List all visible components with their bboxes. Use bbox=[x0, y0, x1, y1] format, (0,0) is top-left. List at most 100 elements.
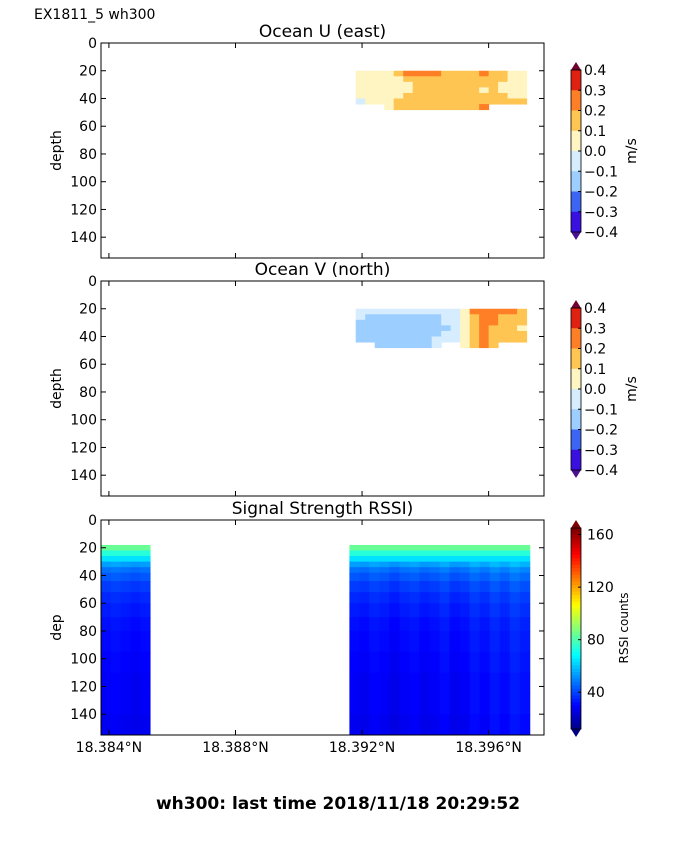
data-cell bbox=[379, 592, 390, 604]
colorbar-segment bbox=[571, 692, 581, 696]
data-cell bbox=[393, 342, 404, 349]
colorbar-segment bbox=[571, 554, 581, 559]
y-tick-label: 40 bbox=[79, 329, 97, 345]
data-cell bbox=[349, 693, 360, 715]
data-cell bbox=[409, 672, 421, 694]
colorbar-segment bbox=[571, 631, 581, 636]
data-cell bbox=[439, 714, 451, 735]
data-cell bbox=[403, 319, 414, 326]
data-cell bbox=[140, 630, 151, 653]
data-cell bbox=[519, 714, 531, 735]
data-cell bbox=[349, 714, 360, 735]
data-cell bbox=[429, 630, 441, 653]
data-cell bbox=[349, 572, 360, 582]
data-cell bbox=[469, 651, 481, 674]
colorbar-segment bbox=[571, 685, 581, 690]
data-cell bbox=[369, 544, 380, 552]
data-cell bbox=[409, 567, 421, 574]
data-cell bbox=[422, 104, 433, 111]
colorbar-frame bbox=[570, 527, 582, 730]
data-cell bbox=[389, 561, 400, 568]
y-axis-label: depth bbox=[49, 130, 65, 171]
colorbar-segment bbox=[571, 715, 581, 720]
colorbar-segment bbox=[571, 635, 581, 640]
colorbar-segment bbox=[571, 564, 581, 569]
data-cell bbox=[419, 556, 431, 563]
data-cell bbox=[519, 567, 531, 574]
data-cell bbox=[498, 92, 509, 99]
data-cell bbox=[441, 330, 452, 337]
colorbar-segment bbox=[571, 348, 581, 370]
data-cell bbox=[450, 76, 461, 83]
data-cell bbox=[460, 336, 471, 343]
data-cell bbox=[389, 617, 400, 632]
data-cell bbox=[355, 98, 366, 105]
data-cell bbox=[507, 70, 518, 77]
data-cell bbox=[519, 581, 531, 593]
data-cell bbox=[384, 330, 395, 337]
data-cell bbox=[412, 319, 423, 326]
data-cell bbox=[439, 617, 451, 632]
colorbar-label: m/s bbox=[624, 376, 640, 402]
data-cell bbox=[101, 693, 112, 715]
data-cell bbox=[374, 342, 385, 349]
y-tick-label: 120 bbox=[70, 202, 97, 218]
colorbar-segment bbox=[571, 90, 581, 111]
data-cell bbox=[519, 672, 531, 694]
data-cell bbox=[399, 651, 411, 674]
data-cell bbox=[431, 330, 442, 337]
y-tick-label: 0 bbox=[88, 274, 97, 290]
colorbar-tick-label: 0.2 bbox=[584, 342, 606, 358]
data-cell bbox=[403, 76, 414, 83]
colorbar-segment bbox=[571, 668, 581, 673]
data-cell bbox=[374, 81, 385, 88]
data-cell bbox=[359, 630, 370, 653]
data-cell bbox=[409, 617, 421, 632]
data-cell bbox=[374, 70, 385, 77]
data-cell bbox=[489, 567, 501, 574]
data-cell bbox=[120, 592, 131, 604]
panel-2: 0 20 40 60 80 100 120 140 Ocean V (north) depth 0.… bbox=[49, 260, 640, 497]
data-cell bbox=[389, 581, 400, 593]
colorbar-segment bbox=[571, 591, 581, 596]
data-cell bbox=[384, 104, 395, 111]
data-cell bbox=[509, 630, 521, 653]
colorbar-tick-label: 0.1 bbox=[584, 362, 606, 378]
colorbar-segment bbox=[571, 725, 581, 730]
data-cell bbox=[349, 556, 360, 563]
data-cell bbox=[389, 556, 400, 563]
data-cell bbox=[369, 617, 380, 632]
data-cell bbox=[439, 672, 451, 694]
data-cell bbox=[355, 87, 366, 94]
data-cell bbox=[412, 87, 423, 94]
data-cell bbox=[130, 603, 141, 618]
data-cell bbox=[479, 70, 490, 77]
data-cell bbox=[399, 556, 411, 563]
data-cell bbox=[120, 672, 131, 694]
data-cell bbox=[469, 544, 481, 552]
data-cell bbox=[459, 630, 471, 653]
data-cell bbox=[409, 581, 421, 593]
data-cell bbox=[369, 651, 380, 674]
data-cell bbox=[393, 70, 404, 77]
data-cell bbox=[469, 550, 481, 557]
data-cell bbox=[459, 556, 471, 563]
colorbar-segment bbox=[571, 641, 581, 646]
colorbar-segment bbox=[571, 638, 581, 643]
data-cell bbox=[422, 76, 433, 83]
data-cell bbox=[431, 81, 442, 88]
data-cell bbox=[460, 325, 471, 332]
data-cell bbox=[441, 92, 452, 99]
colorbar-segment bbox=[571, 541, 581, 546]
colorbar-segment bbox=[571, 449, 581, 471]
data-cell bbox=[130, 592, 141, 604]
data-cell bbox=[120, 693, 131, 715]
data-cell bbox=[384, 336, 395, 343]
data-cell bbox=[393, 98, 404, 105]
data-cell bbox=[399, 572, 411, 582]
data-cell bbox=[459, 617, 471, 632]
data-cell bbox=[379, 630, 390, 653]
data-cell bbox=[110, 567, 122, 574]
data-cell bbox=[110, 592, 122, 604]
data-cell bbox=[359, 581, 370, 593]
